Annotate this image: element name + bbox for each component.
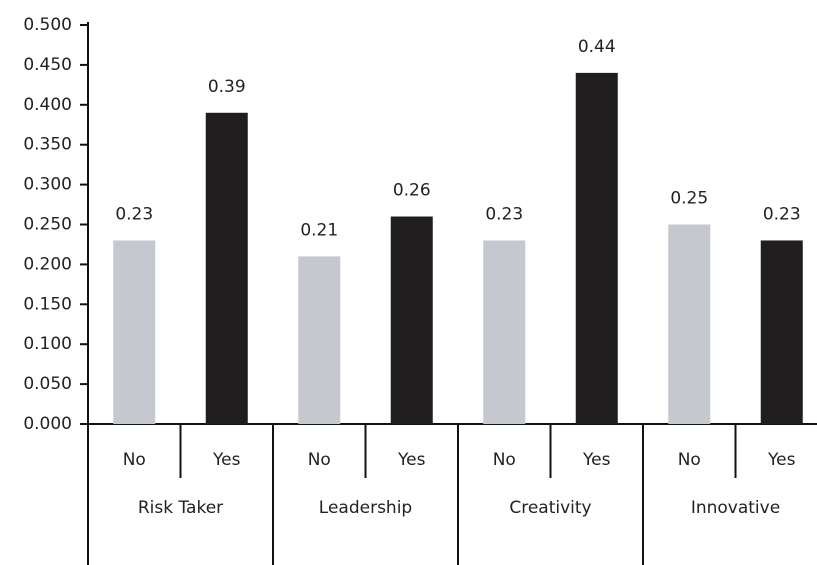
bar	[668, 224, 711, 424]
y-tick-label: 0.250	[23, 215, 72, 235]
x-tick-label: Yes	[212, 450, 241, 470]
bar	[483, 240, 526, 424]
value-label: 0.25	[670, 189, 708, 209]
y-tick-label: 0.150	[23, 294, 72, 314]
y-tick-label: 0.050	[23, 374, 72, 394]
y-tick-label: 0.300	[23, 175, 72, 195]
x-tick-label: No	[308, 450, 331, 470]
bar	[390, 216, 433, 424]
value-label: 0.44	[578, 37, 616, 57]
x-tick-label: No	[123, 450, 146, 470]
value-label: 0.39	[208, 77, 246, 97]
group-label: Risk Taker	[138, 498, 223, 518]
y-tick-label: 0.400	[23, 95, 72, 115]
y-tick-label: 0.500	[23, 15, 72, 35]
bar	[205, 112, 248, 424]
bar	[113, 240, 156, 424]
x-tick-label: No	[678, 450, 701, 470]
bar	[298, 256, 341, 424]
x-tick-label: Yes	[397, 450, 426, 470]
x-tick-label: Yes	[582, 450, 611, 470]
x-tick-label: No	[493, 450, 516, 470]
bar	[760, 240, 803, 424]
value-label: 0.21	[300, 220, 338, 240]
value-label: 0.23	[763, 204, 801, 224]
group-label: Leadership	[319, 498, 412, 518]
value-label: 0.26	[393, 181, 431, 201]
x-tick-label: Yes	[767, 450, 796, 470]
y-tick-label: 0.200	[23, 254, 72, 274]
y-tick-label: 0.350	[23, 135, 72, 155]
group-label: Creativity	[509, 498, 591, 518]
y-tick-label: 0.100	[23, 334, 72, 354]
y-tick-label: 0.000	[23, 414, 72, 434]
y-tick-label: 0.450	[23, 55, 72, 75]
bar	[575, 72, 618, 424]
value-label: 0.23	[115, 204, 153, 224]
group-label: Innovative	[691, 498, 780, 518]
value-label: 0.23	[485, 204, 523, 224]
